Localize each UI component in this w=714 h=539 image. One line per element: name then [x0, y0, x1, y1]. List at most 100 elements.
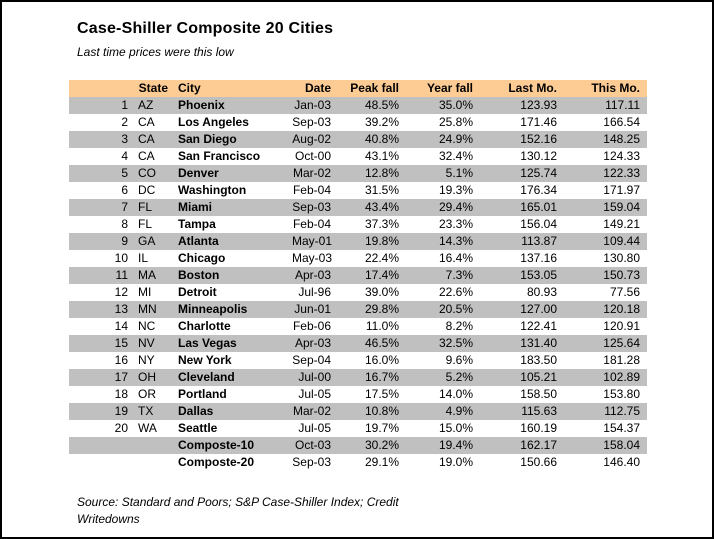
cell-city: Washington — [178, 183, 247, 197]
cell-num: 2 — [121, 115, 128, 129]
cell-peak-fall: 17.5% — [364, 387, 399, 401]
cell-peak-fall: 43.4% — [338, 199, 406, 216]
cell-state: IL — [138, 251, 149, 265]
cell-state: NC — [138, 319, 156, 333]
cell-this-mo: 117.11 — [564, 97, 647, 114]
column-header-state: State — [69, 80, 175, 97]
cell-this-mo: 122.33 — [564, 165, 647, 182]
cell-peak-fall: 11.0% — [365, 319, 399, 333]
cell-last-mo: 131.40 — [480, 335, 564, 352]
cell-date: Jan-03 — [292, 97, 338, 114]
cell-year-fall: 24.9% — [406, 131, 480, 148]
cell-last-mo: 115.63 — [480, 403, 564, 420]
cell-num: 7 — [69, 199, 135, 216]
cell-city: Los Angeles — [178, 115, 249, 129]
table-row: 4 CA San Francisco Oct-00 43.1% 32.4% 130.12 12… — [69, 148, 647, 165]
cell-last-mo: 123.93 — [480, 97, 564, 114]
cell-date: Feb-04 — [292, 217, 331, 231]
cell-city: Atlanta — [175, 233, 292, 250]
cell-last-mo: 158.50 — [520, 387, 557, 401]
cell-date: May-01 — [292, 233, 338, 250]
cell-year-fall: 7.3% — [406, 267, 480, 284]
column-header-year-fall: Year fall — [406, 80, 480, 97]
cell-this-mo: 120.18 — [564, 301, 647, 318]
cell-date: Jul-05 — [298, 387, 331, 401]
cell-this-mo: 109.44 — [564, 233, 647, 250]
cell-peak-fall: 37.3% — [364, 217, 399, 231]
cell-peak-fall: 29.1% — [364, 455, 399, 469]
cell-state: MN — [135, 301, 175, 318]
column-header-city: City — [175, 80, 292, 97]
cell-date: Mar-02 — [292, 165, 338, 182]
cell-num: 6 — [121, 183, 128, 197]
cell-city: Composte-10 — [175, 437, 292, 454]
cell-city: San Diego — [175, 131, 292, 148]
cell-num: 16 — [114, 353, 128, 367]
cell-this-mo: 153.80 — [603, 387, 640, 401]
cell-date: Aug-02 — [292, 131, 338, 148]
table-row: 20 WA Seattle Jul-05 19.7% 15.0% 160.19 154.37 — [69, 420, 647, 437]
table-row: 8 FL Tampa Feb-04 37.3% 23.3% 156.04 149.21 — [69, 216, 647, 233]
cell-num: 18 — [114, 387, 128, 401]
cell-state: AZ — [135, 97, 175, 114]
cell-last-mo: 130.12 — [520, 149, 557, 163]
cell-year-fall: 14.3% — [406, 233, 480, 250]
cell-date: Sep-04 — [292, 353, 331, 367]
cell-state — [135, 454, 175, 471]
cell-this-mo: 130.80 — [603, 251, 640, 265]
cell-city: New York — [178, 353, 232, 367]
cell-year-fall: 35.0% — [406, 97, 480, 114]
cell-last-mo: 153.05 — [480, 267, 564, 284]
table-row: 13 MN Minneapolis Jun-01 29.8% 20.5% 127.00 120… — [69, 301, 647, 318]
cell-last-mo: 152.16 — [480, 131, 564, 148]
cell-city: Las Vegas — [175, 335, 292, 352]
cell-year-fall: 32.5% — [406, 335, 480, 352]
cell-state: OH — [135, 369, 175, 386]
cell-state: CA — [138, 149, 155, 163]
table-row: 5 CO Denver Mar-02 12.8% 5.1% 125.74 122.33 — [69, 165, 647, 182]
cell-year-fall: 22.6% — [438, 285, 473, 299]
cell-date: Oct-03 — [292, 437, 338, 454]
cell-num: 11 — [69, 267, 135, 284]
cell-this-mo: 171.97 — [603, 183, 640, 197]
cell-peak-fall: 16.7% — [338, 369, 406, 386]
table-row: 19 TX Dallas Mar-02 10.8% 4.9% 115.63 112.75 — [69, 403, 647, 420]
cell-date: Feb-04 — [292, 183, 331, 197]
cell-this-mo: 154.37 — [603, 421, 640, 435]
table-row: 14 NC Charlotte Feb-06 11.0% 8.2% 122.41 120.91 — [69, 318, 647, 335]
cell-city: Phoenix — [175, 97, 292, 114]
cell-peak-fall: 19.8% — [338, 233, 406, 250]
cell-this-mo: 77.56 — [609, 285, 640, 299]
cell-city: Detroit — [178, 285, 217, 299]
cell-last-mo: 105.21 — [480, 369, 564, 386]
cell-year-fall: 5.1% — [406, 165, 480, 182]
cell-peak-fall: 39.0% — [364, 285, 399, 299]
cell-state: CO — [135, 165, 175, 182]
table-row: 11 MA Boston Apr-03 17.4% 7.3% 153.05 150.73 — [69, 267, 647, 284]
cell-this-mo: 148.25 — [564, 131, 647, 148]
column-header-peak-fall: Peak fall — [338, 80, 406, 97]
table-row: 12 MI Detroit Jul-96 39.0% 22.6% 80.93 77.56 — [69, 284, 647, 301]
cell-peak-fall: 31.5% — [364, 183, 399, 197]
source-note-line1: Source: Standard and Poors; S&P Case-Shi… — [77, 495, 399, 509]
source-note: Source: Standard and Poors; S&P Case-Shi… — [77, 494, 399, 528]
cell-year-fall: 8.2% — [445, 319, 473, 333]
cell-year-fall: 15.0% — [438, 421, 473, 435]
cell-num: 12 — [114, 285, 128, 299]
cell-last-mo: 165.01 — [480, 199, 564, 216]
cell-peak-fall: 40.8% — [338, 131, 406, 148]
cell-date: Mar-02 — [292, 403, 338, 420]
cell-num: 17 — [69, 369, 135, 386]
table-row: 1 AZ Phoenix Jan-03 48.5% 35.0% 123.93 117.11 — [69, 97, 647, 114]
cell-peak-fall: 16.0% — [364, 353, 399, 367]
cell-num: 5 — [69, 165, 135, 182]
cell-num: 13 — [69, 301, 135, 318]
cell-peak-fall: 17.4% — [338, 267, 406, 284]
cell-num: 9 — [69, 233, 135, 250]
cell-last-mo: 171.46 — [520, 115, 557, 129]
cell-year-fall: 4.9% — [406, 403, 480, 420]
cell-state: MI — [138, 285, 152, 299]
page-title: Case-Shiller Composite 20 Cities — [77, 20, 334, 37]
cell-num: 4 — [121, 149, 128, 163]
